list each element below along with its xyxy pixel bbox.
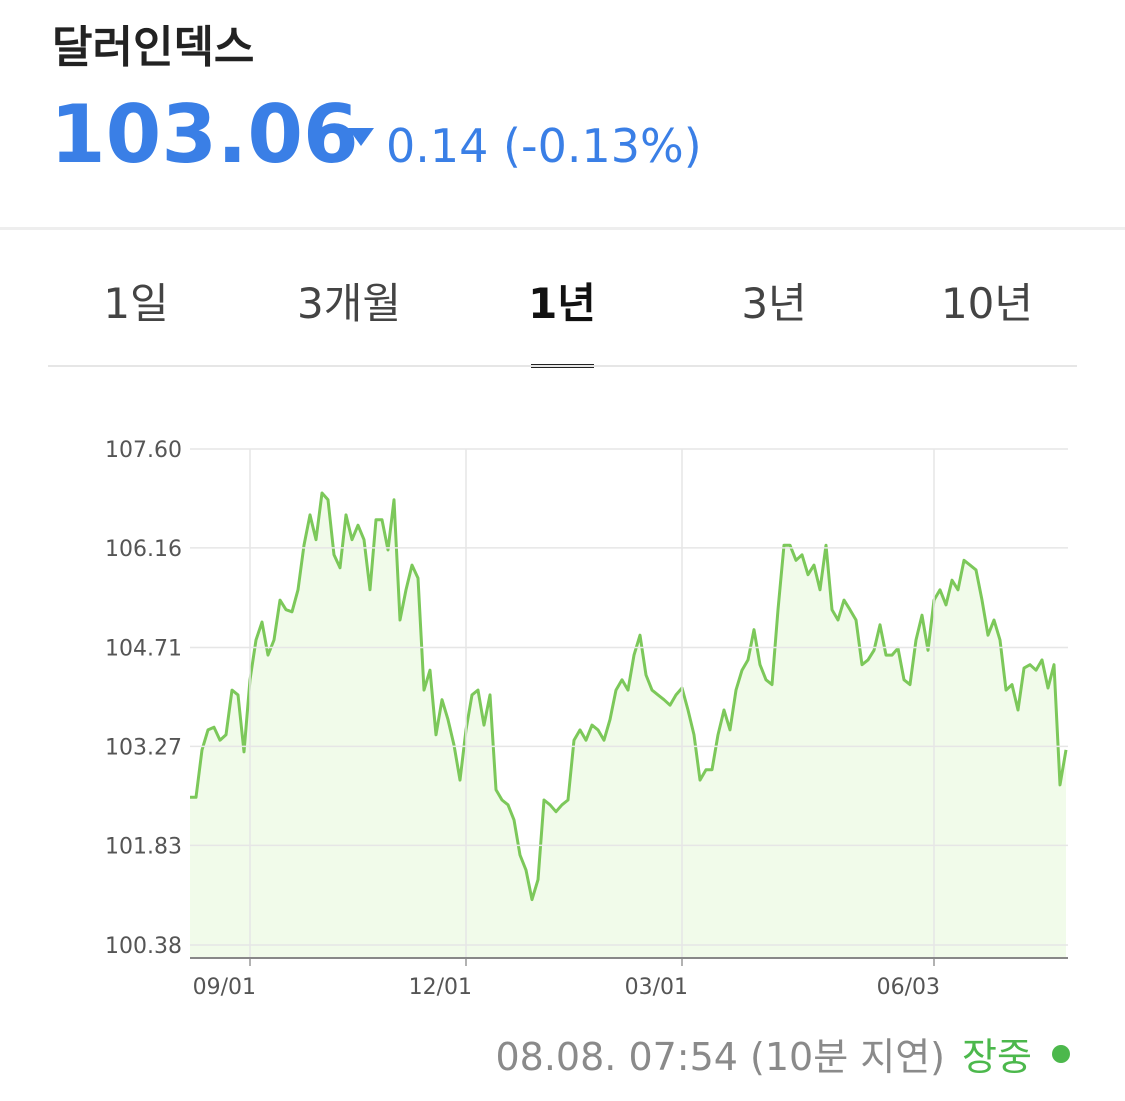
x-tick-label: 09/01 [193,975,256,1000]
tab-border [48,365,1077,367]
price: 103.06 [50,88,359,181]
market-status: 장중 [962,1035,1032,1079]
line [190,491,1068,902]
down-arrow [348,128,374,146]
tab[interactable]: 1일 [103,279,168,328]
y-tick-label: 106.16 [105,537,182,562]
tab-bar: 1일 3개월 1년 3년 10년 [103,279,1033,368]
divider [0,227,1125,230]
status-dot [1052,1045,1070,1063]
area [190,493,1066,958]
tab[interactable]: 1년 [528,279,596,328]
x-tick-label: 06/03 [877,975,940,1000]
y-tick-label: 101.83 [105,834,182,859]
y-tick-label: 104.71 [105,637,182,662]
y-tick-label: 103.27 [105,735,182,760]
y-tick-label: 107.60 [105,438,182,463]
x-tick-label: 03/01 [625,975,688,1000]
tab[interactable]: 10년 [941,279,1033,328]
change: 0.14 (-0.13%) [386,119,702,173]
timestamp: 08.08. 07:54 (10분 지연) [496,1035,946,1079]
x-tick-label: 12/01 [409,975,472,1000]
y-tick-label: 100.38 [105,934,182,959]
chart: 107.60 106.16 104.71 103.27 101.83 100.38 09/0… [105,438,1068,1000]
title: 달러인덱스 [52,22,254,73]
tab[interactable]: 3년 [741,279,806,328]
tab[interactable]: 3개월 [297,279,401,328]
